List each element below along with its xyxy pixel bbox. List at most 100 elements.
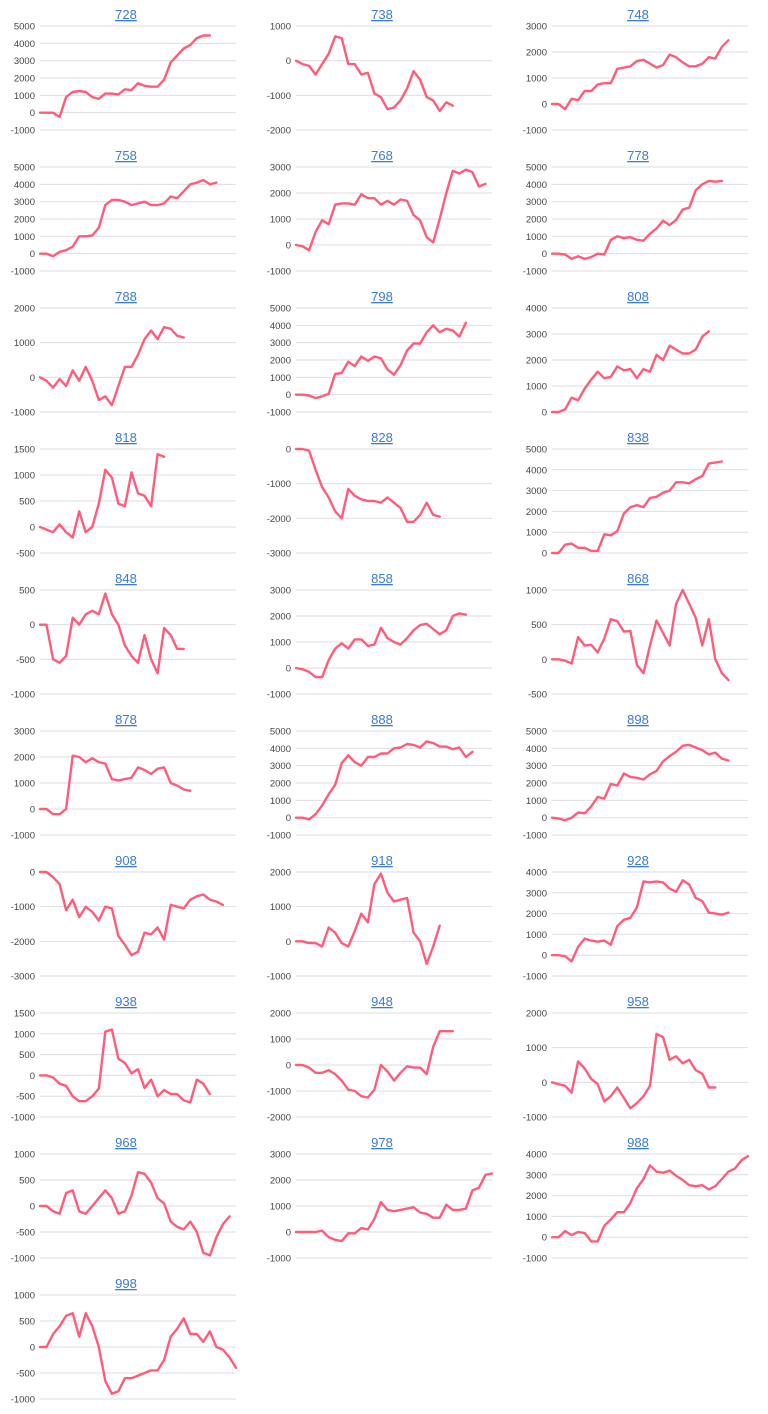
chart-988: 988 -1000 0 1000 2000 3000 4000 — [523, 1135, 750, 1265]
y-tick-label: 1000 — [270, 215, 291, 226]
y-tick-label: 0 — [30, 1343, 35, 1354]
y-tick-label: 2000 — [14, 215, 35, 226]
y-tick-label: 1000 — [526, 586, 547, 597]
series-line — [38, 325, 185, 407]
series-line — [294, 740, 474, 821]
chart-title-link[interactable]: 908 — [115, 853, 137, 868]
chart-panel-888: 888 -1000 0 1000 2000 3000 4000 5000 — [256, 707, 512, 848]
y-tick-label: 5000 — [14, 163, 35, 174]
y-tick-label: 0 — [542, 1233, 547, 1244]
chart-title-link[interactable]: 878 — [115, 712, 137, 727]
chart-title-link[interactable]: 868 — [627, 571, 649, 586]
y-tick-label: 3000 — [14, 727, 35, 738]
chart-title-link[interactable]: 998 — [115, 1276, 137, 1291]
chart-title-link[interactable]: 928 — [627, 853, 649, 868]
y-tick-label: 1000 — [526, 1043, 547, 1054]
chart-title-link[interactable]: 988 — [627, 1135, 649, 1150]
chart-title-link[interactable]: 978 — [371, 1135, 393, 1150]
chart-panel-818: 818 -500 0 500 1000 1500 — [0, 425, 256, 566]
y-tick-label: 3000 — [270, 338, 291, 349]
y-tick-label: 500 — [19, 1050, 35, 1061]
chart-title-link[interactable]: 808 — [627, 289, 649, 304]
chart-panel-928: 928 -1000 0 1000 2000 3000 4000 — [512, 848, 768, 989]
chart-panel-908: 908 -3000 -2000 -1000 0 — [0, 848, 256, 989]
y-tick-label: -2000 — [11, 937, 35, 948]
y-tick-label: 3000 — [526, 486, 547, 497]
chart-title-link[interactable]: 788 — [115, 289, 137, 304]
y-tick-label: -1000 — [523, 972, 547, 983]
y-tick-label: -1000 — [11, 408, 35, 419]
chart-title-link[interactable]: 778 — [627, 148, 649, 163]
y-tick-label: 4000 — [270, 744, 291, 755]
chart-938: 938 -1000 -500 0 500 1000 1500 — [11, 994, 236, 1124]
chart-title-link[interactable]: 758 — [115, 148, 137, 163]
y-tick-label: 0 — [542, 408, 547, 419]
series-line — [550, 39, 730, 111]
y-tick-label: 5000 — [270, 304, 291, 315]
chart-panel-788: 788 -1000 0 1000 2000 — [0, 284, 256, 425]
y-tick-label: -1000 — [267, 1087, 291, 1098]
y-tick-label: 0 — [286, 390, 291, 401]
y-tick-label: 1000 — [14, 471, 35, 482]
y-tick-label: 5000 — [526, 163, 547, 174]
y-tick-label: 4000 — [14, 180, 35, 191]
y-tick-label: 1000 — [526, 528, 547, 539]
y-tick-label: -1000 — [11, 1254, 35, 1265]
chart-788: 788 -1000 0 1000 2000 — [11, 289, 236, 419]
chart-title-link[interactable]: 848 — [115, 571, 137, 586]
y-tick-label: 1500 — [14, 445, 35, 456]
y-tick-label: 1500 — [14, 1009, 35, 1020]
y-tick-label: -1000 — [267, 972, 291, 983]
y-tick-label: -1000 — [523, 126, 547, 137]
chart-878: 878 -1000 0 1000 2000 3000 — [11, 712, 236, 842]
chart-title-link[interactable]: 858 — [371, 571, 393, 586]
chart-title-link[interactable]: 738 — [371, 7, 393, 22]
y-tick-label: 0 — [30, 1071, 35, 1082]
chart-title-link[interactable]: 728 — [115, 7, 137, 22]
series-line — [38, 453, 166, 539]
y-tick-label: 4000 — [526, 1150, 547, 1161]
y-tick-label: 500 — [19, 1176, 35, 1187]
chart-808: 808 0 1000 2000 3000 4000 — [526, 289, 748, 419]
y-tick-label: 5000 — [270, 727, 291, 738]
chart-title-link[interactable]: 958 — [627, 994, 649, 1009]
chart-908: 908 -3000 -2000 -1000 0 — [11, 853, 236, 983]
chart-title-link[interactable]: 838 — [627, 430, 649, 445]
y-tick-label: -500 — [16, 1369, 35, 1380]
chart-title-link[interactable]: 798 — [371, 289, 393, 304]
chart-title-link[interactable]: 968 — [115, 1135, 137, 1150]
chart-title-link[interactable]: 938 — [115, 994, 137, 1009]
y-tick-label: -3000 — [267, 549, 291, 560]
series-line — [294, 35, 455, 113]
series-line — [550, 743, 730, 822]
chart-panel-768: 768 -1000 0 1000 2000 3000 — [256, 143, 512, 284]
chart-panel-848: 848 -1000 -500 0 500 — [0, 566, 256, 707]
chart-title-link[interactable]: 818 — [115, 430, 137, 445]
chart-title-link[interactable]: 828 — [371, 430, 393, 445]
chart-958: 958 -1000 0 1000 2000 — [523, 994, 748, 1124]
series-line — [38, 1171, 231, 1257]
y-tick-label: 3000 — [526, 1170, 547, 1181]
chart-888: 888 -1000 0 1000 2000 3000 4000 5000 — [267, 712, 492, 842]
y-tick-label: -1000 — [11, 1113, 35, 1124]
chart-818: 818 -500 0 500 1000 1500 — [14, 430, 236, 560]
y-tick-label: 2000 — [14, 753, 35, 764]
y-tick-label: 0 — [286, 445, 291, 456]
chart-panel-858: 858 -1000 0 1000 2000 3000 — [256, 566, 512, 707]
chart-838: 838 0 1000 2000 3000 4000 5000 — [526, 430, 748, 560]
series-line — [294, 872, 441, 966]
chart-title-link[interactable]: 748 — [627, 7, 649, 22]
y-tick-label: 0 — [30, 523, 35, 534]
chart-title-link[interactable]: 918 — [371, 853, 393, 868]
chart-title-link[interactable]: 898 — [627, 712, 649, 727]
y-tick-label: -500 — [16, 1092, 35, 1103]
chart-title-link[interactable]: 888 — [371, 712, 393, 727]
series-line — [38, 870, 225, 957]
y-tick-label: -500 — [16, 655, 35, 666]
y-tick-label: 4000 — [526, 744, 547, 755]
chart-title-link[interactable]: 948 — [371, 994, 393, 1009]
y-tick-label: 1000 — [14, 779, 35, 790]
chart-title-link[interactable]: 768 — [371, 148, 393, 163]
y-tick-label: 1000 — [526, 1212, 547, 1223]
series-line — [294, 447, 441, 524]
